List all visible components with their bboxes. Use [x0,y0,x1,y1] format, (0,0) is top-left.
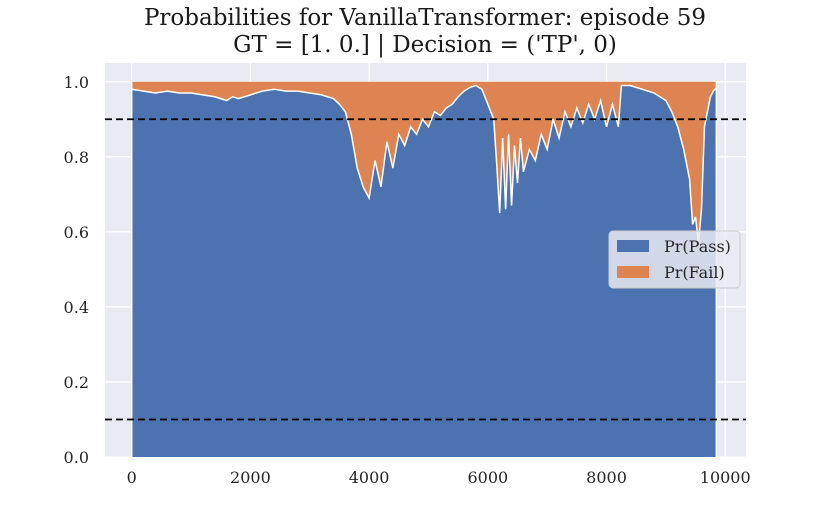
legend-label: Pr(Pass) [664,237,731,256]
chart-subtitle: GT = [1. 0.] | Decision = ('TP', 0) [233,32,617,58]
y-tick-label: 1.0 [64,73,89,92]
y-tick-label: 0.4 [64,298,89,317]
chart-title: Probabilities for VanillaTransformer: ep… [143,5,707,31]
x-tick-label: 6000 [467,468,508,487]
y-tick-label: 0.0 [64,448,89,467]
y-tick-label: 0.6 [64,223,89,242]
legend-swatch [617,240,649,252]
series-area-pr-pass [131,85,717,457]
x-tick-label: 4000 [349,468,390,487]
legend-label: Pr(Fail) [664,263,725,282]
legend-swatch [617,266,649,278]
x-tick-label: 2000 [230,468,271,487]
y-tick-label: 0.8 [64,148,89,167]
x-tick-label: 8000 [586,468,627,487]
x-tick-label: 10000 [700,468,751,487]
series-line-pr-pass [131,84,717,244]
series-area-pr-fail [131,81,717,244]
x-tick-label: 0 [127,468,137,487]
y-tick-label: 0.2 [64,373,89,392]
